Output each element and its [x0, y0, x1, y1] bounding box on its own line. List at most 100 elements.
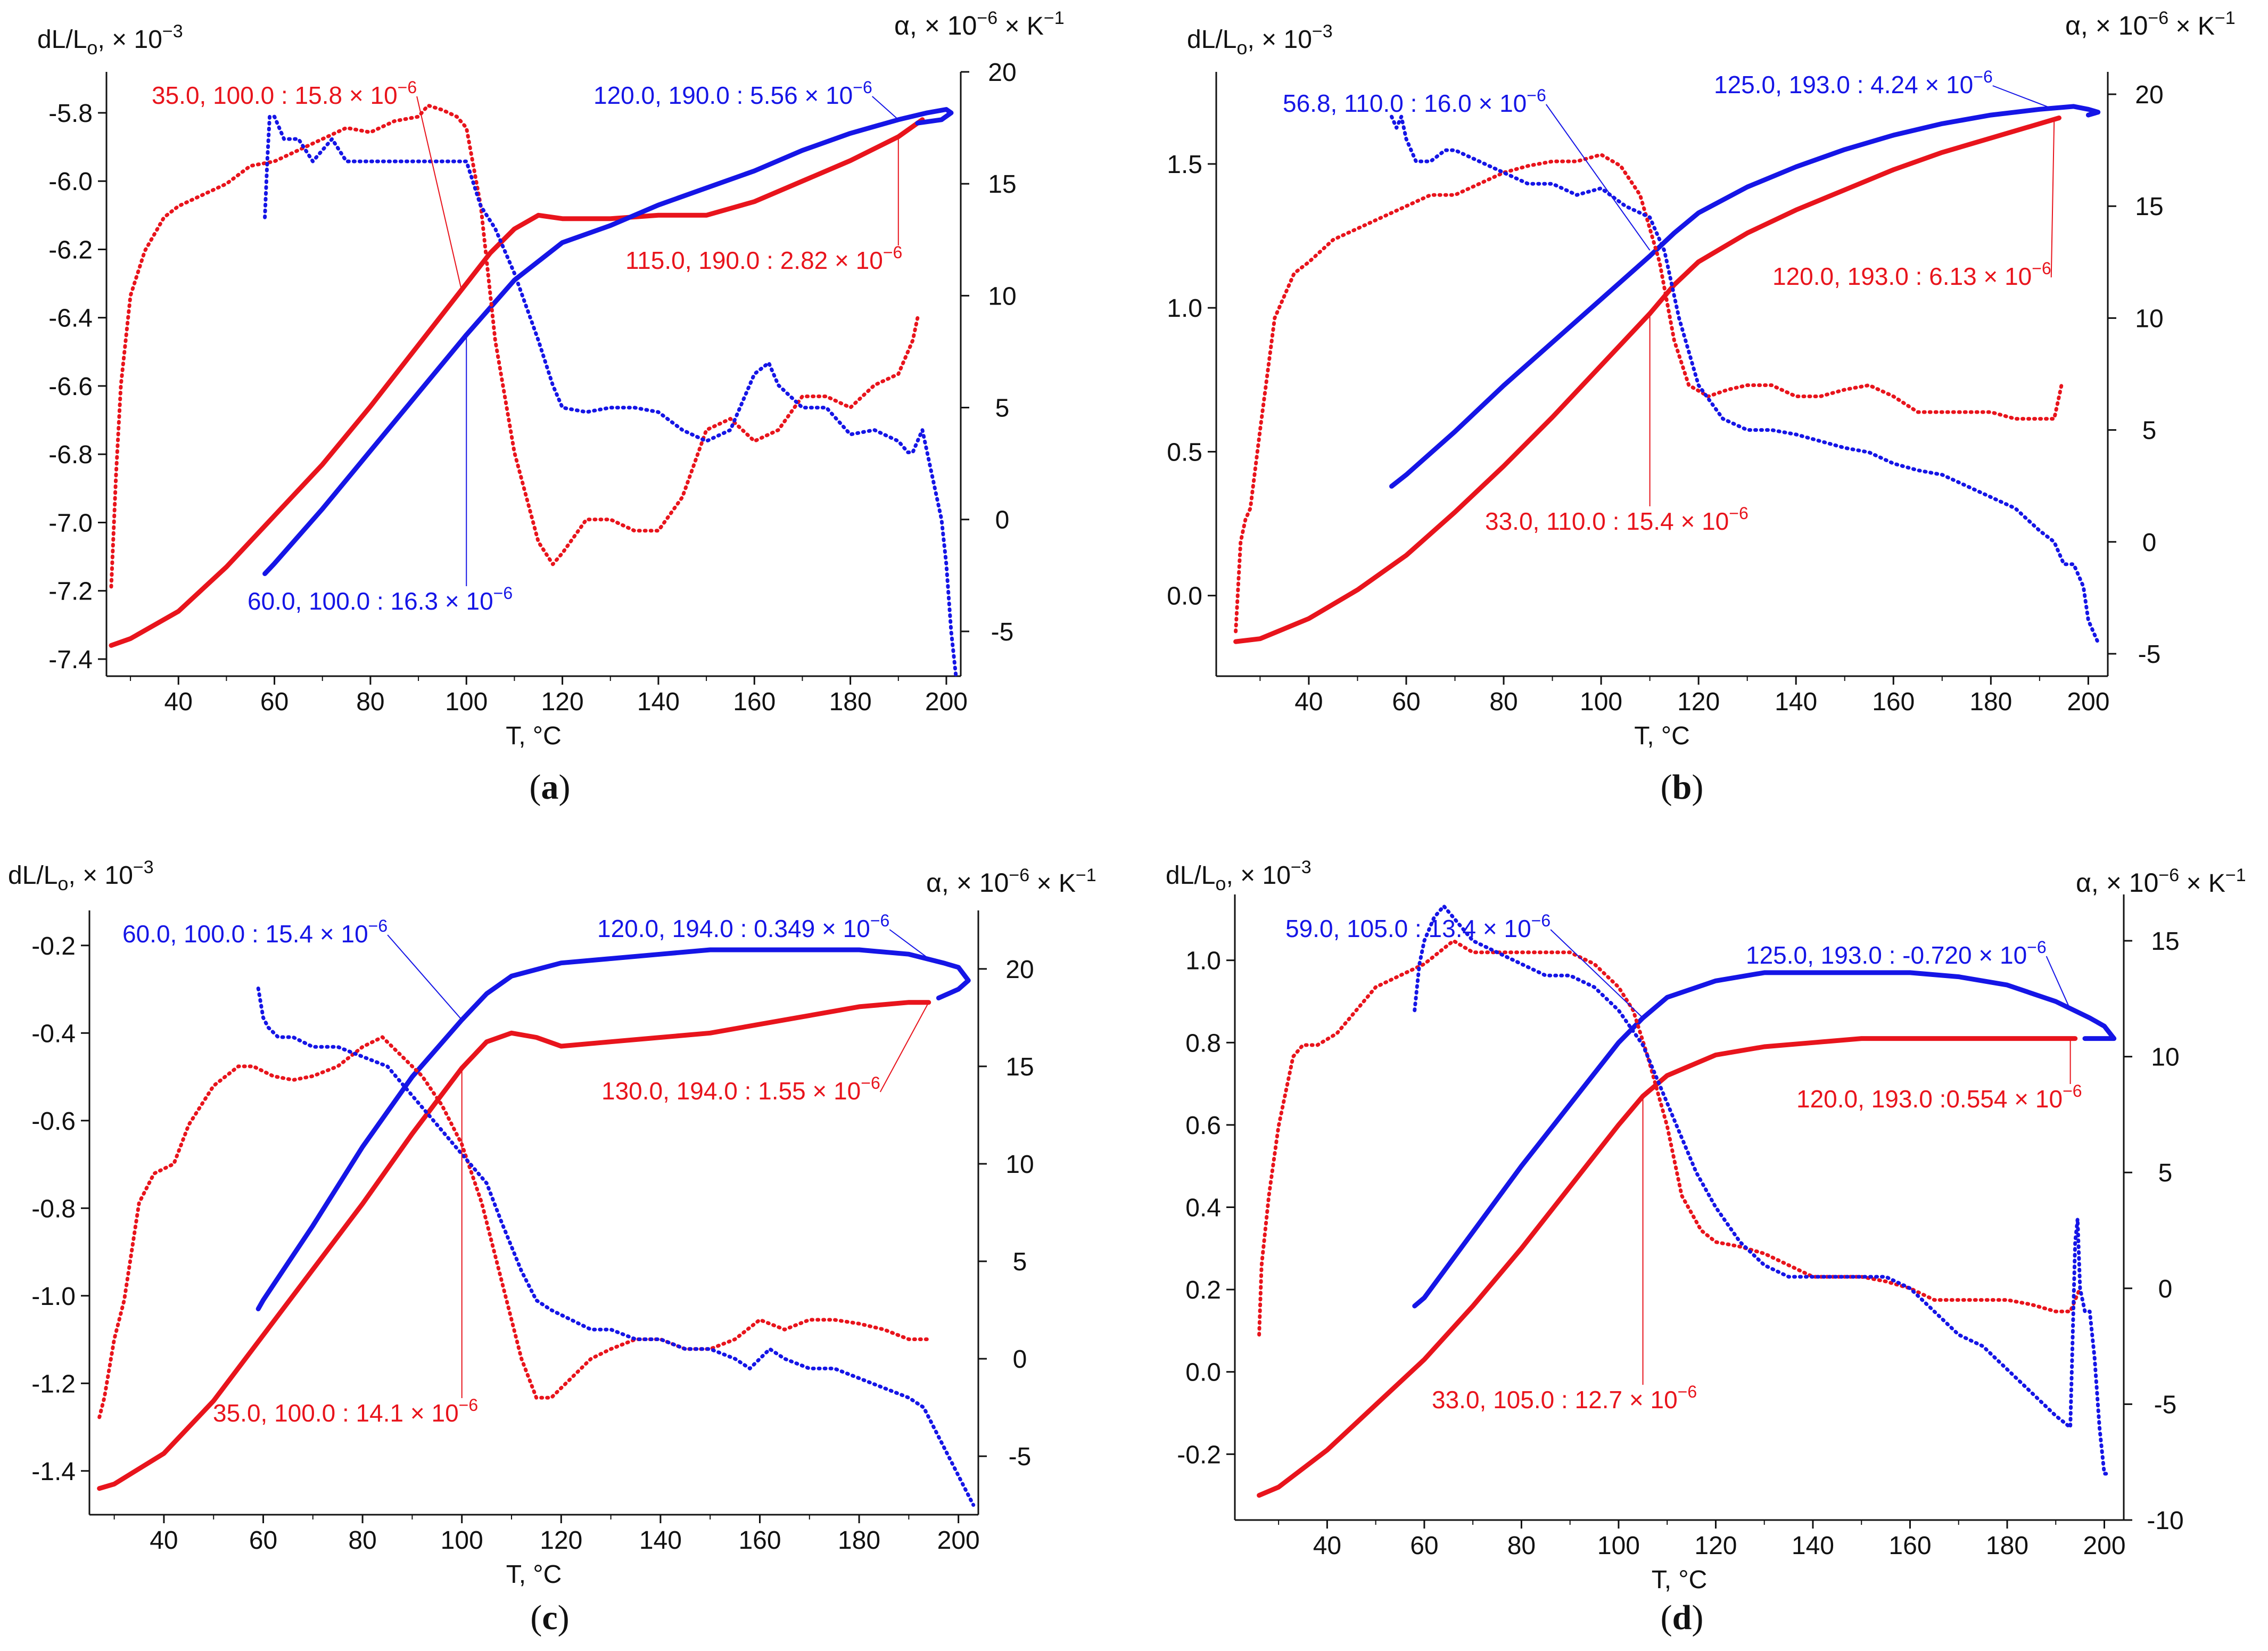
- annotation-leader-line: [889, 929, 929, 959]
- y-left-tick-label: 0.4: [1185, 1194, 1221, 1222]
- annotation-label: 115.0, 190.0 : 2.82 × 10−6: [625, 243, 902, 274]
- y-left-tick-label: 1.0: [1167, 294, 1202, 323]
- y-left-tick-label: 1.0: [1185, 947, 1221, 975]
- y-left-tick-label: -6.4: [48, 305, 93, 333]
- x-tick-label: 160: [1888, 1532, 1931, 1560]
- y-right-tick-label: 15: [988, 170, 1016, 199]
- x-tick-label: 120: [1677, 688, 1720, 716]
- y-left-tick-label: -1.0: [31, 1283, 76, 1311]
- x-tick-label: 40: [150, 1526, 178, 1555]
- y-right-tick-label: -5: [2154, 1391, 2177, 1419]
- y-left-tick-label: -5.8: [48, 100, 93, 128]
- y-left-tick-label: 0.8: [1185, 1029, 1221, 1057]
- x-tick-label: 60: [249, 1526, 277, 1555]
- annotation-label: 125.0, 193.0 : 4.24 × 10−6: [1714, 67, 1993, 98]
- y-left-tick-label: -1.4: [31, 1458, 76, 1486]
- y-right-axis-title: α, × 10−6 × K−1: [926, 865, 1096, 898]
- y-left-axis-title: dL/Lo, × 10−3: [37, 21, 183, 59]
- x-tick-label: 40: [164, 688, 193, 716]
- x-tick-label: 180: [1969, 688, 2012, 716]
- x-tick-label: 140: [639, 1526, 682, 1555]
- blue-dl-series-line: [1389, 104, 2101, 489]
- y-right-tick-label: -5: [991, 618, 1014, 646]
- red-dl-series-line: [109, 117, 925, 648]
- red-alpha-series-line: [1257, 939, 2082, 1337]
- x-tick-label: 60: [1392, 688, 1420, 716]
- annotation-leader-line: [2050, 118, 2055, 278]
- chart-panel-d: 40 60 80 100 120 140 160 180 200-0.20.00.20.40.6…: [1166, 857, 2246, 1637]
- annotation-leader-line: [1550, 929, 1644, 1018]
- blue-dl-series-line: [1412, 970, 2117, 1309]
- annotation-leader-line: [2046, 956, 2071, 1010]
- blue-alpha-series-line: [263, 114, 958, 678]
- x-tick-label: 120: [540, 1526, 582, 1555]
- annotation-label: 33.0, 105.0 : 12.7 × 10−6: [1432, 1382, 1697, 1414]
- x-tick-label: 140: [637, 688, 680, 716]
- red-dl-series-line: [1233, 116, 2061, 644]
- y-right-tick-label: -5: [1009, 1443, 1032, 1471]
- y-left-tick-label: -6.6: [48, 373, 93, 401]
- annotation-label: 33.0, 110.0 : 15.4 × 10−6: [1485, 504, 1749, 535]
- chart-panel-c: 40 60 80 100 120 140 160 180 200-1.4-1.2-1.0-0.8…: [8, 857, 1096, 1637]
- x-tick-label: 140: [1792, 1532, 1834, 1560]
- y-left-tick-label: -7.2: [48, 578, 93, 606]
- x-tick-label: 40: [1294, 688, 1323, 716]
- x-tick-label: 120: [1694, 1532, 1737, 1560]
- annotation-label: 56.8, 110.0 : 16.0 × 10−6: [1283, 86, 1546, 117]
- x-tick-label: 160: [1872, 688, 1915, 716]
- x-tick-label: 100: [1580, 688, 1622, 716]
- blue-dl-series-line: [255, 947, 971, 1311]
- x-tick-label: 160: [738, 1526, 781, 1555]
- y-left-tick-label: -6.0: [48, 168, 93, 196]
- x-tick-label: 80: [356, 688, 384, 716]
- x-tick-label: 80: [348, 1526, 376, 1555]
- x-axis-title: T, °C: [506, 722, 562, 750]
- x-tick-label: 80: [1489, 688, 1518, 716]
- y-right-tick-label: 20: [988, 59, 1016, 87]
- y-right-tick-label: 5: [995, 395, 1010, 423]
- y-left-tick-label: -7.0: [48, 509, 93, 537]
- y-right-tick-label: 0: [995, 506, 1010, 535]
- annotation-label: 35.0, 100.0 : 14.1 × 10−6: [213, 1395, 478, 1427]
- annotation-label: 120.0, 193.0 : 6.13 × 10−6: [1772, 259, 2051, 290]
- y-right-tick-label: 0: [2142, 529, 2157, 557]
- chart-panel-b: 40 60 80 100 120 140 160 180 200 0.0 0.5 1.0 1.5 -5 0 5…: [1167, 8, 2235, 807]
- annotation-label: 60.0, 100.0 : 16.3 × 10−6: [248, 584, 513, 615]
- y-right-tick-label: 0: [2158, 1275, 2173, 1303]
- x-tick-label: 160: [733, 688, 776, 716]
- y-right-tick-label: 10: [1005, 1151, 1034, 1179]
- x-tick-label: 80: [1507, 1532, 1536, 1560]
- annotation-label: 120.0, 193.0 :0.554 × 10−6: [1796, 1081, 2082, 1113]
- blue-alpha-series-line: [256, 987, 976, 1507]
- y-left-tick-label: -6.2: [48, 236, 93, 264]
- red-alpha-series-line: [1234, 153, 2064, 634]
- x-tick-label: 100: [445, 688, 488, 716]
- blue-alpha-series-line: [1413, 904, 2112, 1476]
- y-right-tick-label: -5: [2138, 640, 2161, 669]
- y-left-tick-label: -0.8: [31, 1195, 76, 1223]
- x-tick-label: 100: [441, 1526, 483, 1555]
- chart-panel-a: 40 60 80 100 120 140 160 180 200-7.4-7.2-7.0-6.8…: [37, 8, 1065, 807]
- red-dl-series-line: [1257, 1036, 2078, 1498]
- panel-label: (a): [530, 768, 571, 807]
- blue-dl-series-line: [262, 107, 954, 577]
- y-right-tick-label: 20: [1005, 956, 1034, 984]
- y-right-tick-label: 10: [2135, 305, 2163, 333]
- red-dl-series-line: [97, 1000, 931, 1491]
- annotation-leader-line: [879, 1002, 929, 1093]
- blue-alpha-series-line: [1390, 114, 2100, 645]
- y-right-axis-title: α, × 10−6 × K−1: [894, 8, 1065, 40]
- y-left-axis-title: dL/Lo, × 10−3: [1187, 21, 1333, 59]
- y-left-tick-label: 0.5: [1167, 438, 1202, 466]
- x-axis-title: T, °C: [1634, 722, 1690, 750]
- annotation-label: 59.0, 105.0 : 13.4 × 10−6: [1285, 911, 1551, 942]
- y-right-tick-label: 5: [2158, 1159, 2173, 1187]
- y-right-tick-label: 10: [988, 282, 1016, 310]
- x-tick-label: 180: [838, 1526, 880, 1555]
- red-alpha-series-line: [97, 1035, 931, 1419]
- annotation-leader-line: [416, 96, 463, 291]
- x-tick-label: 180: [829, 688, 872, 716]
- x-tick-label: 140: [1775, 688, 1817, 716]
- x-axis-title: T, °C: [1652, 1566, 1708, 1594]
- y-left-tick-label: -7.4: [48, 646, 93, 674]
